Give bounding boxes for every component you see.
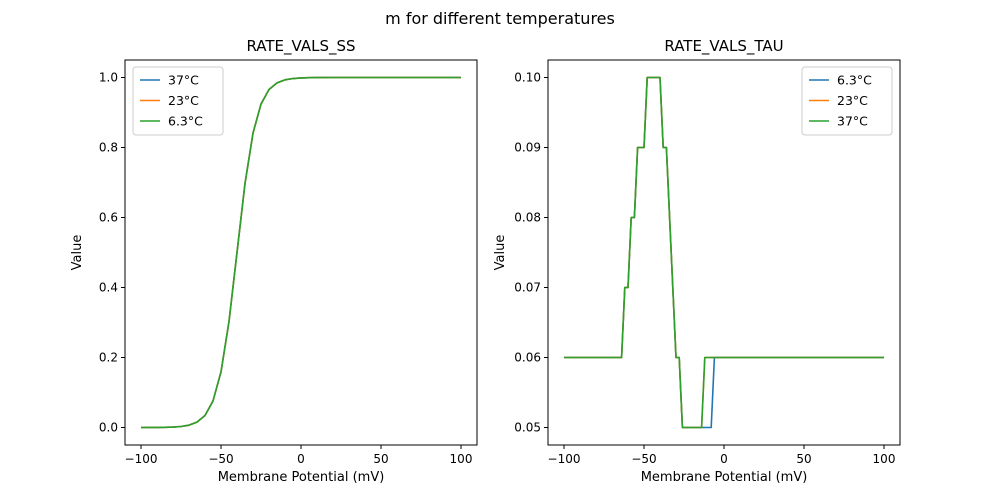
y-tick-label: 0.08 (514, 211, 541, 225)
legend-box (801, 66, 893, 136)
x-tick-label: 0 (720, 452, 728, 466)
series-line-6.3°C (140, 76, 461, 429)
legend-label: 37°C (837, 114, 868, 129)
x-tick-label: 0 (297, 452, 305, 466)
x-tick-label: 50 (796, 452, 811, 466)
y-tick-label: 0.09 (514, 141, 541, 155)
x-axis-label: Membrane Potential (mV) (218, 470, 385, 485)
legend-label: 6.3°C (168, 114, 203, 129)
x-axis-label: Membrane Potential (mV) (641, 470, 808, 485)
legend-label: 37°C (168, 73, 199, 88)
y-tick-label: 0.06 (514, 351, 541, 365)
subplot-title: RATE_VALS_SS (246, 37, 355, 56)
subplot-1: RATE_VALS_SS −100 −50 0 50 100 0.0 0.2 0.4 0.6 0.8… (70, 37, 478, 485)
y-axis-label: Value (70, 235, 85, 271)
legend-box (132, 66, 224, 136)
series-line-37°C (564, 76, 884, 429)
legend-label: 23°C (837, 93, 868, 108)
legend: 37°C 23°C 6.3°C (132, 66, 224, 136)
legend-label: 23°C (168, 93, 199, 108)
x-tick-label: −100 (548, 452, 581, 466)
x-tick-label: 100 (873, 452, 896, 466)
y-tick-label: 0.10 (514, 71, 541, 85)
y-axis-label: Value (493, 235, 508, 271)
x-tick-label: −50 (208, 452, 233, 466)
y-tick-label: 0.4 (99, 281, 118, 295)
y-tick-label: 0.0 (99, 421, 118, 435)
y-tick-label: 1.0 (99, 71, 118, 85)
y-tick-label: 0.07 (514, 281, 541, 295)
legend-label: 6.3°C (837, 73, 872, 88)
x-tick-label: −100 (125, 452, 158, 466)
x-tick-label: 100 (450, 452, 473, 466)
subplot-2: RATE_VALS_TAU −100 −50 0 50 100 0.05 0.06 0.07 0.… (493, 37, 901, 485)
figure-title: m for different temperatures (385, 9, 615, 28)
subplot-title: RATE_VALS_TAU (664, 37, 783, 56)
y-tick-label: 0.2 (99, 351, 118, 365)
axes-frame (124, 59, 478, 446)
y-tick-label: 0.05 (514, 421, 541, 435)
legend: 6.3°C 23°C 37°C (801, 66, 893, 136)
y-tick-label: 0.6 (99, 211, 118, 225)
x-tick-label: 50 (373, 452, 388, 466)
axes-frame (547, 59, 901, 446)
y-tick-label: 0.8 (99, 141, 118, 155)
x-tick-label: −50 (631, 452, 656, 466)
